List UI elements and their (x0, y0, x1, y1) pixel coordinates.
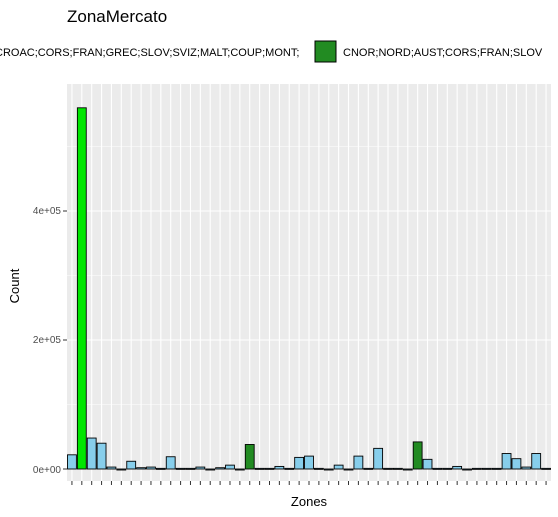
bar (373, 447, 384, 470)
bar (215, 467, 225, 470)
bar (353, 455, 364, 470)
bar (531, 453, 542, 470)
y-axis-title: Count (7, 268, 22, 303)
bar (501, 453, 512, 470)
bar (165, 456, 176, 470)
bar (304, 455, 314, 470)
legend-label-nord: CNOR;NORD;AUST;CORS;FRAN;SLOV (343, 47, 543, 59)
bars (67, 107, 551, 471)
legend-label-croac: CROAC;CORS;FRAN;GREC;SLOV;SVIZ;MALT;COUP… (0, 47, 299, 59)
bar (383, 467, 393, 470)
bar (146, 466, 156, 470)
bar (185, 467, 196, 470)
bar (254, 467, 265, 470)
bar (541, 467, 551, 470)
y-tick-label-2: 4e+05 (33, 206, 62, 217)
bar (96, 442, 107, 470)
chart-title: ZonaMercato (67, 7, 167, 26)
bar (481, 467, 492, 470)
bar (412, 441, 423, 470)
bar (274, 465, 285, 470)
bar (284, 467, 295, 470)
bar (155, 467, 166, 470)
y-tick-label-1: 2e+05 (33, 335, 62, 346)
bar (432, 467, 443, 470)
bar (521, 466, 532, 470)
grid (67, 84, 551, 481)
x-axis-title: Zones (291, 494, 328, 509)
legend-swatch-nord (314, 40, 337, 63)
bar (67, 454, 77, 470)
bar (106, 466, 117, 470)
bar (195, 466, 206, 470)
bar (264, 467, 275, 470)
bar (234, 468, 245, 471)
bar (244, 444, 255, 470)
bar (86, 437, 97, 470)
bar (472, 467, 482, 470)
bar (116, 468, 127, 471)
bar (76, 107, 87, 470)
bar (422, 458, 433, 470)
bar (343, 468, 354, 471)
bar (363, 467, 374, 470)
bar (402, 468, 413, 471)
bar (491, 467, 502, 470)
bar (393, 467, 403, 470)
bar (333, 464, 344, 470)
legend: CROAC;CORS;FRAN;GREC;SLOV;SVIZ;MALT;COUP… (0, 40, 543, 63)
bar (462, 468, 472, 471)
bar (175, 467, 186, 470)
bar (313, 467, 324, 470)
bar (511, 458, 522, 470)
bar (323, 468, 334, 471)
bar (442, 467, 453, 470)
ticks (63, 210, 547, 485)
bar (294, 456, 305, 470)
bar (452, 465, 463, 470)
y-tick-label-0: 0e+00 (33, 465, 62, 476)
bar (136, 467, 146, 470)
bar (225, 464, 235, 470)
bar (126, 460, 137, 470)
bar (205, 468, 216, 471)
